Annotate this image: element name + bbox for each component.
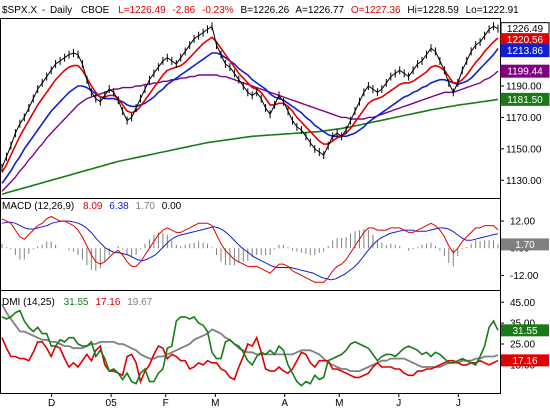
x-axis-label: M [211, 398, 219, 409]
macd-value: 8.09 [83, 201, 103, 212]
di-minus-box-label: 17.16 [512, 356, 537, 367]
price-last-box-label: 1226.49 [507, 24, 544, 35]
open-label: O=1227.36 [351, 5, 401, 16]
price-line [1, 25, 499, 168]
macd-signal-value: 6.38 [109, 201, 129, 212]
ma-long-box-label: 1181.50 [507, 95, 543, 106]
macd-tick-label: 12.00 [510, 217, 535, 228]
price-header: $SPX.X - Daily CBOE L=1226.49 -2.86 -0.2… [2, 5, 519, 16]
adx-value: 19.67 [127, 297, 152, 308]
dmi-panel-frame [0, 290, 501, 394]
ma-mid-box [500, 44, 550, 58]
di-plus-line [1, 309, 499, 387]
di-plus-box-label: 31.55 [512, 326, 537, 337]
ma-mid-box-label: 1213.86 [507, 46, 544, 57]
price-tick-label: 1130.00 [506, 176, 542, 187]
low-label: Lo=1222.91 [466, 5, 520, 16]
price-tick-label: 1150.00 [506, 144, 542, 155]
ma-fast-line [1, 36, 499, 173]
ma-fast-box-label: 1220.56 [507, 35, 544, 46]
dmi-header: DMI (14,25) 31.55 17.16 19.67 [2, 297, 153, 308]
ma-long-box [500, 92, 550, 106]
di-minus-line [1, 335, 499, 385]
macd-panel-frame [0, 198, 501, 291]
macd-tick-label: -12.00 [510, 271, 539, 282]
high-label: Hi=1228.59 [407, 5, 459, 16]
ma-long-line [1, 98, 499, 196]
macd-header: MACD (12,26,9) 8.09 6.38 1.70 0.00 [2, 201, 182, 212]
di-minus-value: 17.16 [95, 297, 120, 308]
change-label: -2.86 [172, 5, 195, 16]
period-label: Daily [50, 5, 72, 16]
x-axis-label: J [396, 398, 401, 409]
di-plus-value: 31.55 [64, 297, 89, 308]
axes-layer: 1130.00 1150.00 1170.00 1190.00 1226.491220.… [48, 22, 550, 409]
macd-line [1, 215, 499, 283]
ma-slow-box-label: 1199.44 [507, 67, 543, 78]
ma-mid-line [1, 48, 499, 184]
macd-current-box [501, 238, 549, 251]
price-tick-label: 1170.00 [506, 113, 542, 124]
macd-zero-value: 0.00 [162, 201, 182, 212]
x-axis-label: D [48, 398, 55, 409]
symbol-label: $SPX.X [2, 5, 37, 16]
dmi-tick-label: 35.00 [510, 319, 535, 330]
x-axis-label: A [281, 398, 288, 409]
ma-slow-box [500, 64, 550, 78]
dmi-title: DMI (14,25) [2, 297, 55, 308]
x-axis-label: F [163, 398, 169, 409]
macd-title: MACD (12,26,9) [2, 201, 74, 212]
series-layer [1, 22, 499, 387]
ask-label: A=1226.77 [295, 5, 344, 16]
dmi-tick-label: 25.00 [510, 340, 535, 351]
x-axis-label: J [456, 398, 461, 409]
macd-hist-value: 1.70 [136, 201, 156, 212]
adx-line [1, 303, 499, 372]
bid-label: B=1226.26 [240, 5, 289, 16]
dmi-tick-label: 45.00 [510, 298, 535, 309]
x-axis-label: M [335, 398, 343, 409]
macd-current-label: 1.70 [515, 240, 535, 251]
di-plus-box [501, 324, 549, 337]
change-pct-label: -0.23% [202, 5, 234, 16]
exchange-label: CBOE [81, 5, 110, 16]
last-price-label: L=1226.49 [118, 5, 166, 16]
macd-signal-line [1, 220, 499, 281]
price-tick-label: 1190.00 [506, 82, 542, 93]
di-minus-box [501, 354, 549, 367]
x-axis-label: 05 [106, 398, 118, 409]
